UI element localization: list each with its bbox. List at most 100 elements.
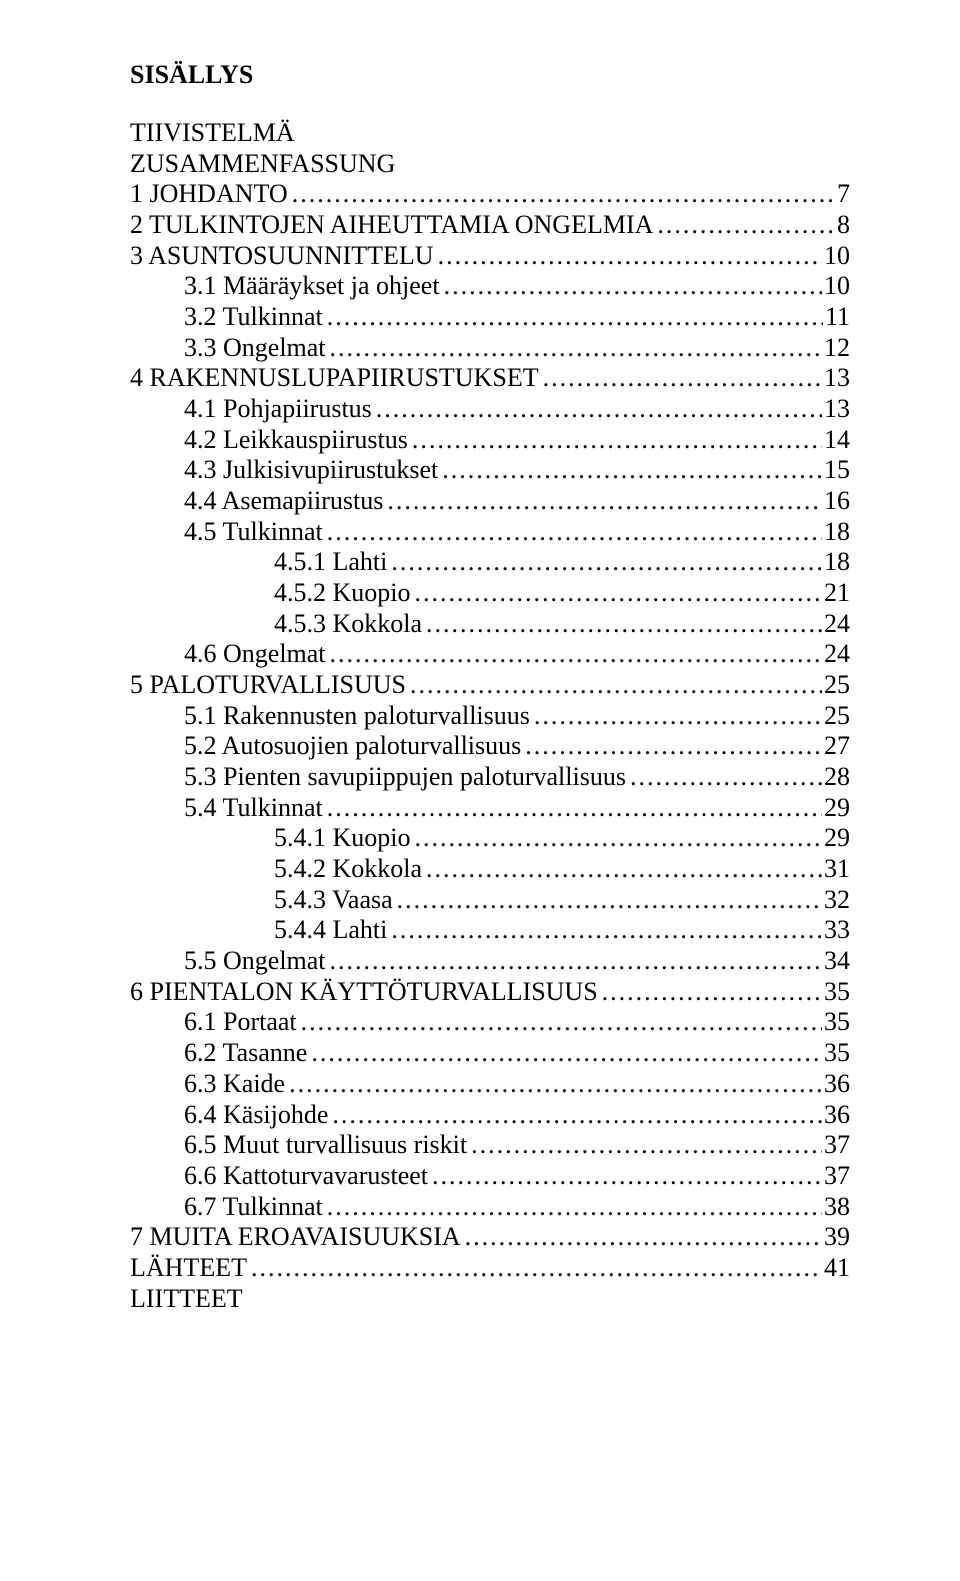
toc-entry: 5.4.2 Kokkola 31 xyxy=(130,854,850,885)
toc-entry: 6.3 Kaide 36 xyxy=(130,1069,850,1100)
toc-entry-page: 36 xyxy=(824,1100,850,1131)
toc-leader-dots xyxy=(332,1100,822,1131)
toc-entry: 3.1 Määräykset ja ohjeet10 xyxy=(130,271,850,302)
toc-entry-label: 6.1 Portaat xyxy=(184,1007,297,1038)
toc-entry-label: 5 PALOTURVALLISUUS xyxy=(130,670,406,701)
back-matter: LIITTEET xyxy=(130,1284,850,1315)
toc-leader-dots xyxy=(301,1007,822,1038)
toc-entry: 6.1 Portaat 35 xyxy=(130,1007,850,1038)
toc-entry: 3.3 Ongelmat 12 xyxy=(130,333,850,364)
toc-entry-page: 12 xyxy=(824,333,850,364)
toc-entry-label: 4.6 Ongelmat xyxy=(184,639,326,670)
toc-entry: 2 TULKINTOJEN AIHEUTTAMIA ONGELMIA8 xyxy=(130,210,850,241)
toc-entry-label: 5.4 Tulkinnat xyxy=(184,793,323,824)
toc-entry-page: 27 xyxy=(824,731,850,762)
toc-entry-page: 36 xyxy=(824,1069,850,1100)
toc-entry-label: 5.4.2 Kokkola xyxy=(274,854,422,885)
toc-leader-dots xyxy=(387,486,822,517)
toc-entry: 6 PIENTALON KÄYTTÖTURVALLISUUS35 xyxy=(130,977,850,1008)
toc-leader-dots xyxy=(327,1192,822,1223)
toc-entry-page: 7 xyxy=(837,179,850,210)
toc-entry-label: 6.3 Kaide xyxy=(184,1069,285,1100)
toc-entry-page: 24 xyxy=(824,639,850,670)
toc-leader-dots xyxy=(327,302,823,333)
toc-leader-dots xyxy=(415,578,823,609)
toc-entry: 6.5 Muut turvallisuus riskit37 xyxy=(130,1130,850,1161)
toc-leader-dots xyxy=(330,639,822,670)
toc-entry-label: 1 JOHDANTO xyxy=(130,179,288,210)
front-matter: TIIVISTELMÄZUSAMMENFASSUNG xyxy=(130,118,850,179)
toc-entry: 4 RAKENNUSLUPAPIIRUSTUKSET13 xyxy=(130,363,850,394)
toc-leader-dots xyxy=(438,241,822,272)
toc-entry-page: 18 xyxy=(824,517,850,548)
toc-entry: 5.2 Autosuojien paloturvallisuus27 xyxy=(130,731,850,762)
toc-entry-label: 4.5.3 Kokkola xyxy=(274,609,422,640)
toc-leader-dots xyxy=(602,977,822,1008)
front-line: ZUSAMMENFASSUNG xyxy=(130,149,850,180)
toc-leader-dots xyxy=(444,271,822,302)
toc-entry-label: 5.4.3 Vaasa xyxy=(274,885,393,916)
toc-entry-page: 31 xyxy=(824,854,850,885)
toc-entry-page: 41 xyxy=(824,1253,850,1284)
toc-entry-label: 3 ASUNTOSUUNNITTELU xyxy=(130,241,434,272)
back-line: LIITTEET xyxy=(130,1284,850,1315)
toc-entry-label: 3.2 Tulkinnat xyxy=(184,302,323,333)
toc-entry: 7 MUITA EROAVAISUUKSIA39 xyxy=(130,1222,850,1253)
toc-entry-label: 6.5 Muut turvallisuus riskit xyxy=(184,1130,467,1161)
toc-leader-dots xyxy=(327,517,822,548)
front-line: TIIVISTELMÄ xyxy=(130,118,850,149)
toc-entry-page: 21 xyxy=(824,578,850,609)
toc-entry-label: 2 TULKINTOJEN AIHEUTTAMIA ONGELMIA xyxy=(130,210,653,241)
toc-entry: 6.6 Kattoturvavarusteet37 xyxy=(130,1161,850,1192)
toc-entry: 5.3 Pienten savupiippujen paloturvallisu… xyxy=(130,762,850,793)
toc-title: SISÄLLYS xyxy=(130,60,850,90)
toc-entry: 4.3 Julkisivupiirustukset15 xyxy=(130,455,850,486)
toc-entry-label: 6.7 Tulkinnat xyxy=(184,1192,323,1223)
toc-entry: 3.2 Tulkinnat11 xyxy=(130,302,850,333)
toc-leader-dots xyxy=(465,1222,822,1253)
toc-entry-label: 4.4 Asemapiirustus xyxy=(184,486,383,517)
toc-entry: 1 JOHDANTO 7 xyxy=(130,179,850,210)
toc-entry: LÄHTEET41 xyxy=(130,1253,850,1284)
toc-entry-label: 3.1 Määräykset ja ohjeet xyxy=(184,271,440,302)
toc-entry-label: 4.2 Leikkauspiirustus xyxy=(184,425,408,456)
toc-entry-page: 18 xyxy=(824,547,850,578)
toc-entry-label: 6.6 Kattoturvavarusteet xyxy=(184,1161,428,1192)
toc-entry-label: 5.4.4 Lahti xyxy=(274,915,387,946)
toc-leader-dots xyxy=(442,455,822,486)
toc-entry-label: 5.3 Pienten savupiippujen paloturvallisu… xyxy=(184,762,626,793)
toc-entry-page: 35 xyxy=(824,1007,850,1038)
toc-entry-page: 15 xyxy=(824,455,850,486)
toc-leader-dots xyxy=(327,793,822,824)
toc-entry-label: 5.5 Ongelmat xyxy=(184,946,326,977)
toc-leader-dots xyxy=(330,333,822,364)
toc-entry-label: 3.3 Ongelmat xyxy=(184,333,326,364)
toc-leader-dots xyxy=(311,1038,822,1069)
toc-leader-dots xyxy=(289,1069,822,1100)
toc-entry-label: 6 PIENTALON KÄYTTÖTURVALLISUUS xyxy=(130,977,598,1008)
toc-entry-page: 32 xyxy=(824,885,850,916)
toc-leader-dots xyxy=(657,210,835,241)
toc-leader-dots xyxy=(251,1253,822,1284)
table-of-contents: 1 JOHDANTO72 TULKINTOJEN AIHEUTTAMIA ONG… xyxy=(130,179,850,1283)
toc-leader-dots xyxy=(525,731,822,762)
toc-entry: 4.5.1 Lahti18 xyxy=(130,547,850,578)
toc-leader-dots xyxy=(426,854,822,885)
toc-leader-dots xyxy=(292,179,835,210)
toc-entry-page: 25 xyxy=(824,701,850,732)
toc-leader-dots xyxy=(426,609,822,640)
toc-entry-label: 4.5.2 Kuopio xyxy=(274,578,411,609)
toc-entry: 4.5.3 Kokkola24 xyxy=(130,609,850,640)
toc-entry-label: 7 MUITA EROAVAISUUKSIA xyxy=(130,1222,461,1253)
toc-leader-dots xyxy=(376,394,822,425)
toc-entry: 5.4 Tulkinnat29 xyxy=(130,793,850,824)
toc-entry: 3 ASUNTOSUUNNITTELU10 xyxy=(130,241,850,272)
toc-leader-dots xyxy=(412,425,822,456)
toc-entry-label: 5.1 Rakennusten paloturvallisuus xyxy=(184,701,530,732)
toc-entry-page: 28 xyxy=(824,762,850,793)
toc-leader-dots xyxy=(543,363,822,394)
toc-entry-page: 33 xyxy=(824,915,850,946)
toc-entry: 4.5.2 Kuopio 21 xyxy=(130,578,850,609)
toc-entry-page: 14 xyxy=(824,425,850,456)
toc-leader-dots xyxy=(397,885,822,916)
